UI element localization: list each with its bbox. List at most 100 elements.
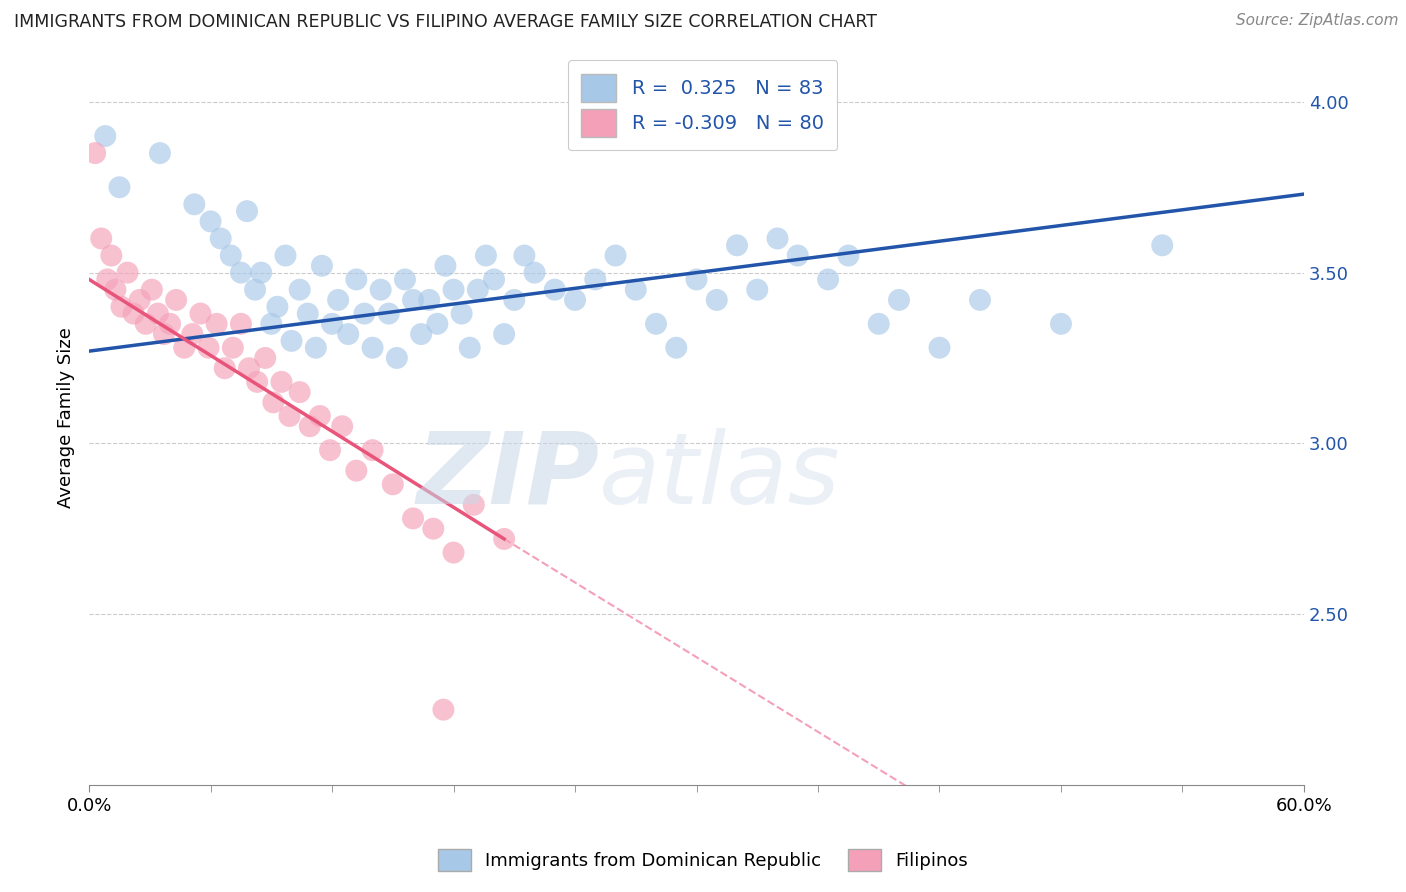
Point (817, 272, 839, 286)
Point (361, 443, 384, 458)
Point (969, 293, 991, 307)
Point (361, 341, 384, 355)
Point (319, 443, 342, 458)
Point (238, 361, 260, 376)
Point (1050, 317, 1073, 331)
Point (159, 317, 181, 331)
Point (494, 327, 516, 342)
Point (181, 327, 204, 342)
Text: atlas: atlas (599, 428, 841, 525)
Point (837, 248, 859, 262)
Point (183, 197, 205, 211)
Point (197, 341, 219, 355)
Legend: Immigrants from Dominican Republic, Filipinos: Immigrants from Dominican Republic, Fili… (430, 842, 976, 879)
Point (229, 317, 252, 331)
Point (214, 361, 236, 376)
Point (135, 317, 157, 331)
Point (280, 334, 302, 348)
Point (624, 283, 647, 297)
Point (262, 395, 284, 409)
Point (165, 293, 187, 307)
Point (243, 283, 266, 297)
Point (418, 293, 440, 307)
Point (309, 409, 332, 423)
Point (104, 283, 127, 297)
Point (353, 307, 375, 321)
Point (434, 259, 457, 273)
Point (96, 272, 118, 286)
Point (564, 293, 586, 307)
Point (706, 293, 728, 307)
Point (385, 351, 408, 365)
Point (426, 317, 449, 331)
Point (84, 146, 107, 161)
Point (190, 307, 212, 321)
Point (266, 300, 288, 314)
Point (432, 703, 454, 717)
Point (108, 180, 131, 194)
Point (173, 341, 195, 355)
Point (250, 266, 273, 280)
Point (288, 283, 311, 297)
Text: IMMIGRANTS FROM DOMINICAN REPUBLIC VS FILIPINO AVERAGE FAMILY SIZE CORRELATION C: IMMIGRANTS FROM DOMINICAN REPUBLIC VS FI… (14, 13, 877, 31)
Point (122, 307, 145, 321)
Point (344, 272, 367, 286)
Point (117, 266, 139, 280)
Point (205, 317, 228, 331)
Point (928, 341, 950, 355)
Point (254, 351, 277, 365)
Point (725, 238, 748, 252)
Point (288, 385, 311, 400)
Point (236, 204, 259, 219)
Point (274, 248, 297, 262)
Point (645, 317, 668, 331)
Point (370, 283, 392, 297)
Point (128, 293, 150, 307)
Point (766, 231, 789, 245)
Point (443, 545, 465, 559)
Point (110, 300, 132, 314)
Point (450, 307, 472, 321)
Point (422, 522, 444, 536)
Point (200, 214, 222, 228)
Point (326, 293, 349, 307)
Point (141, 283, 163, 297)
Point (523, 266, 546, 280)
Point (475, 248, 498, 262)
Point (747, 283, 769, 297)
Point (381, 477, 404, 491)
Point (305, 341, 328, 355)
Point (685, 272, 707, 286)
Point (260, 317, 283, 331)
Point (402, 293, 425, 307)
Point (458, 341, 481, 355)
Point (330, 419, 353, 434)
Point (146, 307, 169, 321)
Point (665, 341, 688, 355)
Point (311, 259, 333, 273)
Point (377, 307, 399, 321)
Point (583, 272, 606, 286)
Point (463, 498, 485, 512)
Y-axis label: Average Family Size: Average Family Size (58, 327, 75, 508)
Point (503, 293, 526, 307)
Point (494, 532, 516, 546)
Point (100, 248, 122, 262)
Point (321, 317, 343, 331)
Point (394, 272, 416, 286)
Point (229, 266, 252, 280)
Point (605, 248, 627, 262)
Point (887, 293, 910, 307)
Point (443, 283, 465, 297)
Point (298, 419, 321, 434)
Point (219, 248, 242, 262)
Text: ZIP: ZIP (416, 428, 599, 525)
Point (278, 409, 301, 423)
Point (153, 327, 176, 342)
Point (246, 375, 269, 389)
Text: Source: ZipAtlas.com: Source: ZipAtlas.com (1236, 13, 1399, 29)
Point (297, 307, 319, 321)
Point (544, 283, 567, 297)
Point (868, 317, 890, 331)
Point (209, 231, 232, 245)
